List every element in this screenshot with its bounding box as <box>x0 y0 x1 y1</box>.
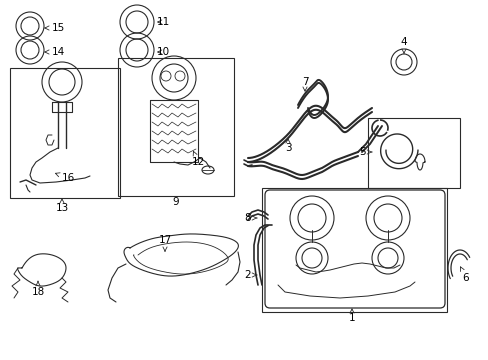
Text: 13: 13 <box>55 199 68 213</box>
Text: 11: 11 <box>156 17 169 27</box>
Bar <box>262 188 446 312</box>
Text: 15: 15 <box>45 23 64 33</box>
Text: 14: 14 <box>45 47 64 57</box>
Text: 2: 2 <box>244 270 256 280</box>
Text: 18: 18 <box>31 281 44 297</box>
Text: 12: 12 <box>191 151 204 167</box>
Text: 10: 10 <box>156 47 169 57</box>
Text: 7: 7 <box>301 77 307 91</box>
Text: 3: 3 <box>284 139 291 153</box>
Text: 8: 8 <box>244 213 256 223</box>
Text: 16: 16 <box>55 173 75 183</box>
Text: 1: 1 <box>348 309 355 323</box>
Bar <box>367 118 459 188</box>
Text: 17: 17 <box>158 235 171 251</box>
Text: 9: 9 <box>172 197 179 207</box>
Text: 6: 6 <box>460 267 468 283</box>
Bar <box>118 58 234 196</box>
Text: 4: 4 <box>400 37 407 53</box>
Text: 5: 5 <box>359 147 371 157</box>
Bar <box>10 68 120 198</box>
